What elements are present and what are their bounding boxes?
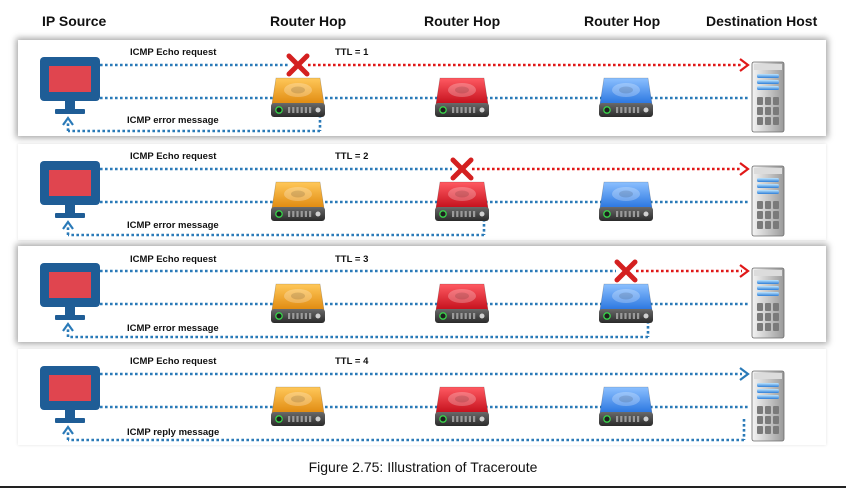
router-icon (435, 386, 489, 426)
server-icon (751, 267, 785, 339)
row-1-ttl-label: TTL = 1 (335, 47, 369, 58)
failure-x-icon (614, 259, 638, 283)
header-router-hop-3: Router Hop (584, 13, 661, 29)
row-4-request-label: ICMP Echo request (130, 356, 217, 367)
router-icon (599, 77, 653, 117)
router-icon (271, 181, 325, 221)
row-2-request-label: ICMP Echo request (130, 151, 217, 162)
router-icon (435, 283, 489, 323)
bottom-rule (0, 486, 846, 488)
traceroute-row-4-panel (18, 349, 826, 445)
row-4-ttl-label: TTL = 4 (335, 356, 369, 367)
arrowhead (62, 322, 74, 332)
failure-x-icon (450, 157, 474, 181)
row-3-return-label: ICMP error message (127, 323, 219, 334)
traceroute-row-1-panel (18, 40, 826, 136)
router-icon (599, 386, 653, 426)
server-icon (751, 61, 785, 133)
router-icon (599, 181, 653, 221)
router-icon (271, 283, 325, 323)
row-3-ttl-label: TTL = 3 (335, 254, 369, 265)
header-router-hop-2: Router Hop (424, 13, 501, 29)
failure-x-icon (286, 53, 310, 77)
row-2-ttl-label: TTL = 2 (335, 151, 369, 162)
arrowhead (739, 264, 750, 278)
arrowhead (739, 367, 750, 381)
server-icon (751, 165, 785, 237)
router-icon (271, 77, 325, 117)
router-icon (435, 181, 489, 221)
row-1-request-label: ICMP Echo request (130, 47, 217, 58)
monitor-icon (40, 161, 100, 218)
arrowhead (739, 162, 750, 176)
monitor-icon (40, 263, 100, 320)
traceroute-row-2-panel (18, 144, 826, 240)
arrowhead (62, 425, 74, 435)
arrowhead (62, 116, 74, 126)
arrowhead (739, 58, 750, 72)
header-ip-source: IP Source (42, 13, 107, 29)
row-1-return-label: ICMP error message (127, 115, 219, 126)
server-icon (751, 370, 785, 442)
header-destination-host: Destination Host (706, 13, 818, 29)
arrowhead (62, 220, 74, 230)
router-icon (271, 386, 325, 426)
monitor-icon (40, 57, 100, 114)
figure-caption: Figure 2.75: Illustration of Traceroute (308, 459, 538, 475)
monitor-icon (40, 366, 100, 423)
header-router-hop-1: Router Hop (270, 13, 347, 29)
traceroute-row-3-panel (18, 246, 826, 342)
row-4-return-label: ICMP reply message (127, 427, 220, 438)
router-icon (435, 77, 489, 117)
row-3-request-label: ICMP Echo request (130, 254, 217, 265)
row-2-return-label: ICMP error message (127, 220, 219, 231)
router-icon (599, 283, 653, 323)
